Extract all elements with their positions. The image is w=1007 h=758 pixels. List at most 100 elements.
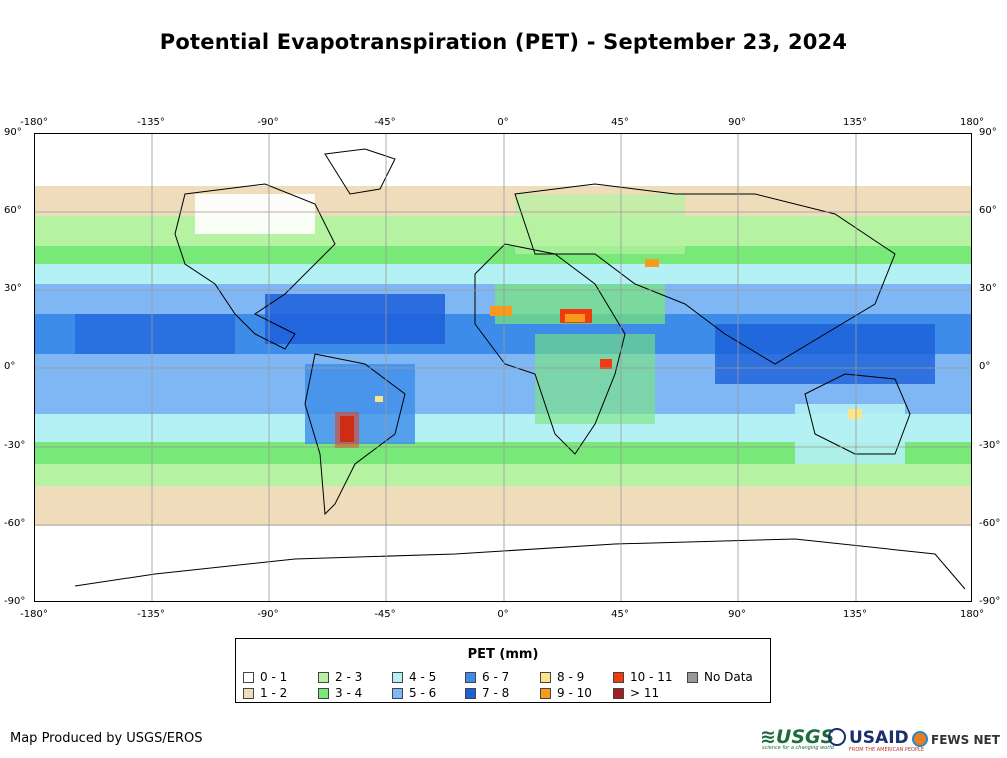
fews-net-logo: FEWS NET — [912, 731, 1000, 747]
lon-tick-bottom: -135° — [137, 609, 165, 620]
patch-africa-green — [535, 334, 655, 424]
band-4-5-north — [35, 264, 971, 284]
legend-item: 6 - 7 — [465, 670, 509, 684]
legend-label: 10 - 11 — [630, 670, 673, 684]
legend-label: > 11 — [630, 686, 660, 700]
legend-swatch — [540, 672, 551, 683]
lon-tick-top: -135° — [137, 117, 165, 128]
patch-antarctica — [205, 554, 745, 594]
lon-tick-top: -180° — [20, 117, 48, 128]
producer-credit: Map Produced by USGS/EROS — [10, 731, 203, 746]
lat-tick-left: -90° — [4, 596, 26, 607]
fews-net-logo-text: FEWS NET — [931, 733, 1000, 747]
legend-item: 4 - 5 — [392, 670, 436, 684]
legend-swatch — [613, 688, 624, 699]
hotspot-iran — [645, 259, 659, 267]
band-1-2-north — [35, 186, 971, 216]
legend-item: > 11 — [613, 686, 659, 700]
legend-item: 0 - 1 — [243, 670, 287, 684]
legend-swatch — [318, 672, 329, 683]
lat-tick-right: -60° — [979, 518, 1001, 529]
legend-swatch — [318, 688, 329, 699]
hotspot-somalia — [600, 359, 612, 369]
legend-item: 5 - 6 — [392, 686, 436, 700]
lat-tick-left: -60° — [4, 518, 26, 529]
patch-south-america — [305, 364, 415, 444]
legend-label: 1 - 2 — [260, 686, 288, 700]
legend-swatch — [613, 672, 624, 683]
pet-map-raster — [35, 134, 971, 601]
patch-europe — [515, 194, 685, 254]
usgs-logo: ≋USGS science for a changing world — [760, 726, 835, 751]
lon-tick-top: -45° — [374, 117, 396, 128]
band-polar-north — [35, 134, 971, 186]
partner-logos: ≋USGS science for a changing world USAID… — [760, 726, 1000, 753]
lat-tick-right: 30° — [979, 283, 997, 294]
pet-map — [34, 133, 972, 602]
legend-label: 8 - 9 — [557, 670, 585, 684]
usaid-logo: USAID FROM THE AMERICAN PEOPLE — [828, 728, 924, 753]
lon-tick-top: 45° — [611, 117, 629, 128]
lon-tick-top: -90° — [257, 117, 279, 128]
lon-tick-bottom: 180° — [959, 609, 985, 620]
legend-label: 0 - 1 — [260, 670, 288, 684]
hotspot-chaco-edge — [335, 412, 359, 448]
legend-swatch — [687, 672, 698, 683]
hotspot-sudan-edge — [565, 314, 585, 322]
coastlines — [74, 148, 966, 590]
legend-label: 7 - 8 — [482, 686, 510, 700]
lat-tick-left: 30° — [4, 283, 22, 294]
band-1-2-south — [35, 486, 971, 526]
legend-label: No Data — [704, 670, 753, 684]
lat-tick-left: 60° — [4, 205, 22, 216]
legend-swatch — [465, 688, 476, 699]
lon-tick-bottom: -45° — [374, 609, 396, 620]
legend-label: 5 - 6 — [409, 686, 437, 700]
lon-tick-bottom: 135° — [842, 609, 868, 620]
legend-item: 3 - 4 — [318, 686, 362, 700]
usaid-logo-text: USAID — [849, 728, 909, 748]
lon-tick-top: 90° — [728, 117, 746, 128]
legend-item: 9 - 10 — [540, 686, 592, 700]
hotspot-brazil — [375, 396, 383, 402]
band-3-4-north — [35, 246, 971, 264]
band-2-3-north — [35, 216, 971, 246]
lat-tick-left: 0° — [4, 361, 16, 372]
lon-tick-top: 0° — [497, 117, 509, 128]
legend: PET (mm) 0 - 1 1 - 2 2 - 3 3 - 4 4 - 5 5… — [235, 638, 771, 703]
legend-swatch — [540, 688, 551, 699]
usgs-logo-text: ≋USGS — [760, 726, 835, 748]
patch-east-pacific — [75, 314, 235, 354]
legend-swatch — [243, 688, 254, 699]
lon-tick-bottom: 90° — [728, 609, 746, 620]
lat-tick-right: 90° — [979, 127, 997, 138]
legend-swatch — [392, 672, 403, 683]
legend-item: 7 - 8 — [465, 686, 509, 700]
legend-swatch — [392, 688, 403, 699]
legend-title: PET (mm) — [467, 647, 539, 662]
map-title: Potential Evapotranspiration (PET) - Sep… — [159, 30, 848, 54]
lon-tick-bottom: 0° — [497, 609, 509, 620]
legend-item: 10 - 11 — [613, 670, 673, 684]
legend-item: 1 - 2 — [243, 686, 287, 700]
patch-pacific-high — [715, 324, 935, 384]
lon-tick-bottom: 45° — [611, 609, 629, 620]
hotspot-australia — [848, 409, 862, 419]
legend-label: 3 - 4 — [335, 686, 363, 700]
lat-tick-left: -30° — [4, 440, 26, 451]
legend-item: No Data — [687, 670, 753, 684]
lon-tick-top: 180° — [959, 117, 985, 128]
legend-swatch — [465, 672, 476, 683]
usgs-tagline: science for a changing world — [762, 745, 834, 751]
lon-tick-bottom: -90° — [257, 609, 279, 620]
legend-label: 6 - 7 — [482, 670, 510, 684]
usaid-tagline: FROM THE AMERICAN PEOPLE — [849, 747, 924, 753]
usaid-seal-icon — [828, 728, 846, 746]
lat-tick-right: 60° — [979, 205, 997, 216]
legend-label: 9 - 10 — [557, 686, 592, 700]
lat-tick-right: 0° — [979, 361, 991, 372]
legend-label: 2 - 3 — [335, 670, 363, 684]
legend-swatch — [243, 672, 254, 683]
band-2-3-south — [35, 464, 971, 486]
lat-tick-left: 90° — [4, 127, 22, 138]
